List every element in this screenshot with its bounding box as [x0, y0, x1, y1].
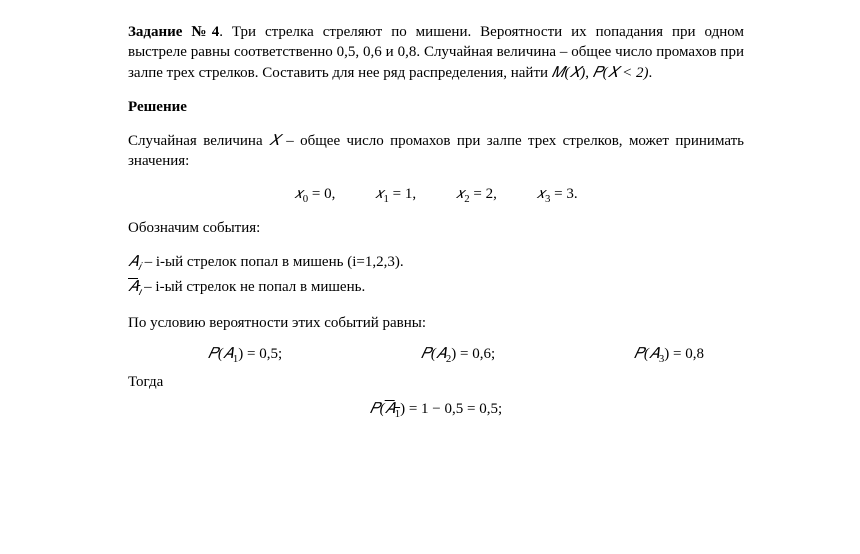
events-label: Обозначим события:	[128, 218, 744, 238]
task-label: Задание №4	[128, 24, 219, 40]
task-end: .	[649, 65, 653, 81]
prob-a2: 𝑃(𝐴2) = 0,6;	[421, 344, 495, 367]
prob-a3: 𝑃(𝐴3) = 0,8	[634, 344, 704, 367]
values-line: 𝑥0 = 0, 𝑥1 = 1, 𝑥2 = 2, 𝑥3 = 3.	[128, 184, 744, 207]
task-sep: ,	[585, 65, 593, 81]
task-paragraph: Задание №4. Три стрелка стреляют по мише…	[128, 22, 744, 83]
intro-paragraph: Случайная величина 𝑋 – общее число прома…	[128, 131, 744, 172]
def-miss-text: – i-ый стрелок не попал в мишень.	[140, 279, 365, 295]
intro-t1: Случайная величина	[128, 133, 269, 149]
prob-row: 𝑃(𝐴1) = 0,5; 𝑃(𝐴2) = 0,6; 𝑃(𝐴3) = 0,8	[128, 338, 744, 373]
cond-label: По условию вероятности этих событий равн…	[128, 313, 744, 333]
prob-a1: 𝑃(𝐴1) = 0,5;	[208, 344, 282, 367]
solution-label: Решение	[128, 99, 187, 115]
complement-eq: 𝑃(𝐴1) = 1 − 0,5 = 0,5;	[128, 399, 744, 422]
value-x1: 𝑥1 = 1,	[375, 184, 416, 207]
def-hit-text: – i-ый стрелок попал в мишень (i=1,2,3).	[141, 254, 404, 270]
def-hit: 𝐴𝑖 – i-ый стрелок попал в мишень (i=1,2,…	[128, 252, 744, 275]
task-px: 𝑃(𝑋 < 2)	[593, 65, 649, 81]
def-hit-sym: 𝐴	[128, 254, 138, 270]
value-x0: 𝑥0 = 0,	[294, 184, 335, 207]
value-x3: 𝑥3 = 3.	[537, 184, 578, 207]
task-mx: 𝑀(𝑋)	[552, 65, 585, 81]
solution-heading: Решение	[128, 97, 744, 117]
complement-sym: 𝐴1	[385, 401, 400, 417]
intro-var: 𝑋	[269, 133, 280, 149]
def-miss-sym: 𝐴𝚤	[128, 279, 140, 295]
then-label: Тогда	[128, 372, 744, 392]
def-miss: 𝐴𝚤 – i-ый стрелок не попал в мишень.	[128, 277, 744, 300]
value-x2: 𝑥2 = 2,	[456, 184, 497, 207]
